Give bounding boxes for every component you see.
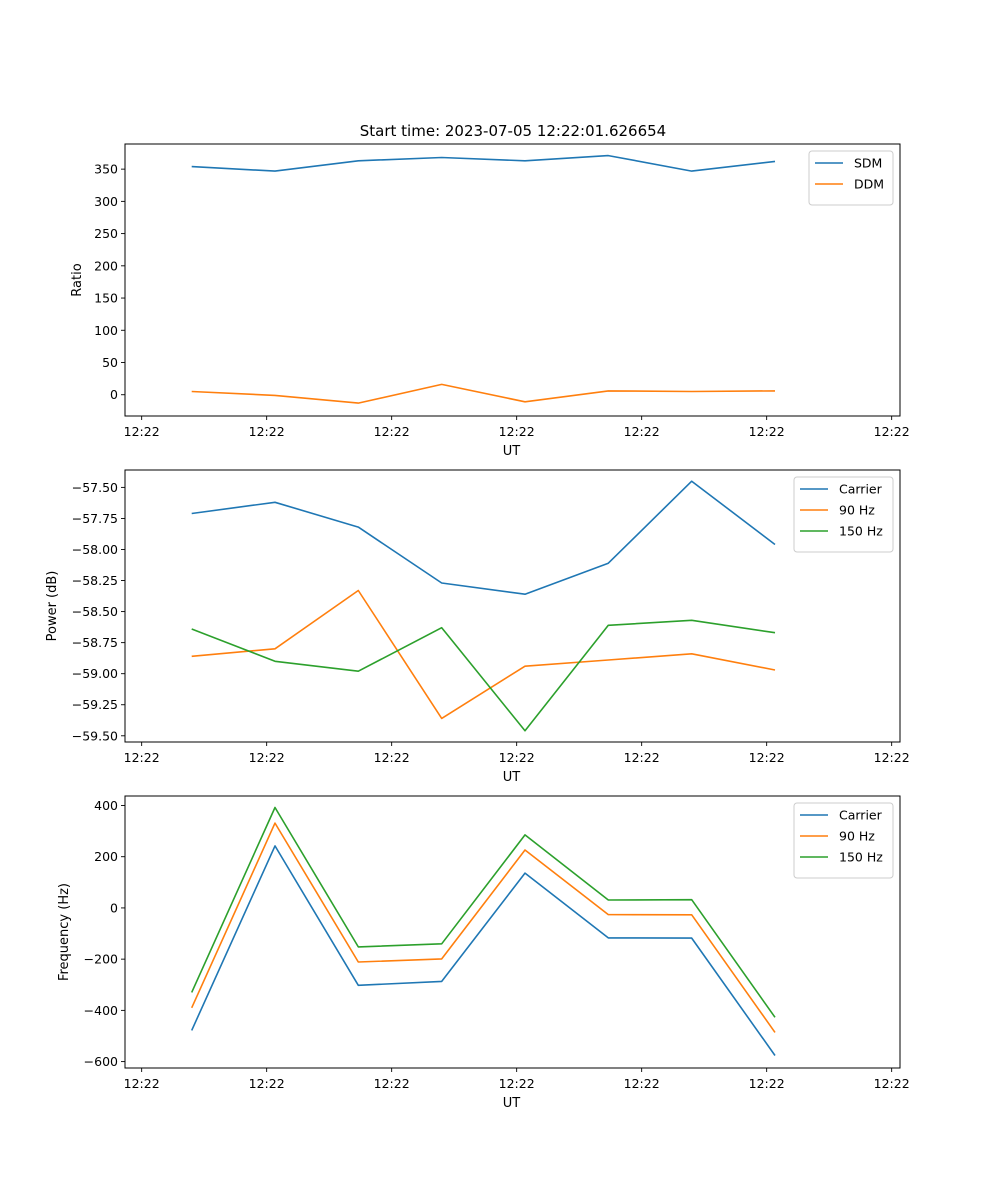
- y-tick-label: 300: [94, 194, 118, 209]
- x-tick-label: 12:22: [249, 750, 285, 765]
- y-axis-label: Power (dB): [45, 571, 60, 642]
- chart-panel-1: 12:22 12:22 12:22 12:22 12:22 12:22 12:22 0 50 10…: [70, 143, 910, 459]
- y-tick-label: 50: [102, 355, 118, 370]
- legend-label: SDM: [854, 156, 882, 171]
- y-tick-label: 400: [94, 798, 118, 813]
- legend-label: 150 Hz: [839, 850, 883, 865]
- x-tick-label: 12:22: [124, 750, 160, 765]
- x-tick-label: 12:22: [499, 1076, 535, 1091]
- x-axis-label: UT: [503, 1096, 521, 1111]
- y-tick-label: 200: [94, 849, 118, 864]
- x-axis-label: UT: [503, 444, 521, 459]
- y-tick-label: −58.00: [72, 542, 118, 557]
- y-tick-label: −200: [84, 952, 118, 967]
- legend: Carrier 90 Hz 150 Hz: [793, 802, 894, 879]
- series-line-ddm: [191, 383, 776, 404]
- y-tick-label: 350: [94, 162, 118, 177]
- x-tick-label: 12:22: [624, 750, 660, 765]
- legend: Carrier 90 Hz 150 Hz: [793, 476, 894, 553]
- legend-label: 150 Hz: [839, 524, 883, 539]
- y-tick-label: −58.25: [72, 573, 118, 588]
- series-line-150-hz: [191, 619, 776, 732]
- x-tick-label: 12:22: [124, 424, 160, 439]
- y-tick-label: 250: [94, 226, 118, 241]
- y-tick-label: −59.25: [72, 697, 118, 712]
- legend: SDM DDM: [808, 150, 894, 206]
- series-line-carrier: [190, 845, 776, 1056]
- series-line-90-hz: [191, 589, 776, 720]
- axes-frame: [124, 795, 901, 1069]
- x-tick-label: 12:22: [249, 1076, 285, 1091]
- x-tick-label: 12:22: [499, 750, 535, 765]
- x-tick-label: 12:22: [874, 424, 910, 439]
- series-line-150-hz: [190, 806, 776, 1018]
- x-tick-label: 12:22: [374, 1076, 410, 1091]
- series-line-90-hz: [190, 822, 776, 1033]
- x-tick-label: 12:22: [874, 750, 910, 765]
- x-tick-label: 12:22: [374, 750, 410, 765]
- x-tick-label: 12:22: [624, 424, 660, 439]
- y-tick-label: −59.00: [72, 666, 118, 681]
- chart-title: Start time: 2023-07-05 12:22:01.626654: [360, 122, 666, 140]
- y-tick-label: 0: [110, 387, 118, 402]
- y-tick-label: 100: [94, 323, 118, 338]
- legend-label: DDM: [854, 177, 884, 192]
- series-line-sdm: [191, 154, 776, 172]
- y-tick-label: −58.50: [72, 604, 118, 619]
- y-tick-label: 200: [94, 258, 118, 273]
- chart-panel-2: 12:22 12:22 12:22 12:22 12:22 12:22 12:22 −59.5…: [45, 469, 910, 785]
- legend-label: Carrier: [839, 482, 883, 497]
- legend-box: [793, 476, 894, 553]
- chart-panel-3: 12:22 12:22 12:22 12:22 12:22 12:22 12:22 −600 −…: [57, 795, 910, 1111]
- y-tick-label: −600: [84, 1054, 118, 1069]
- y-tick-label: −59.50: [72, 728, 118, 743]
- axes-frame: [124, 469, 901, 743]
- y-axis-label: Ratio: [70, 263, 85, 296]
- axes-frame: [124, 143, 901, 417]
- x-tick-label: 12:22: [624, 1076, 660, 1091]
- x-tick-label: 12:22: [249, 424, 285, 439]
- x-tick-label: 12:22: [749, 424, 785, 439]
- legend-label: Carrier: [839, 808, 883, 823]
- x-tick-label: 12:22: [374, 424, 410, 439]
- x-tick-label: 12:22: [749, 750, 785, 765]
- y-tick-label: −57.75: [72, 511, 118, 526]
- series-line-carrier: [191, 480, 776, 596]
- y-tick-label: −57.50: [72, 480, 118, 495]
- legend-box: [808, 150, 894, 206]
- y-tick-label: 0: [110, 900, 118, 915]
- x-tick-label: 12:22: [499, 424, 535, 439]
- x-tick-label: 12:22: [874, 1076, 910, 1091]
- y-tick-label: 150: [94, 291, 118, 306]
- legend-box: [793, 802, 894, 879]
- x-axis-label: UT: [503, 770, 521, 785]
- y-tick-label: −400: [84, 1003, 118, 1018]
- legend-label: 90 Hz: [839, 829, 875, 844]
- x-tick-label: 12:22: [124, 1076, 160, 1091]
- y-tick-label: −58.75: [72, 635, 118, 650]
- legend-label: 90 Hz: [839, 503, 875, 518]
- y-axis-label: Frequency (Hz): [57, 883, 72, 981]
- x-tick-label: 12:22: [749, 1076, 785, 1091]
